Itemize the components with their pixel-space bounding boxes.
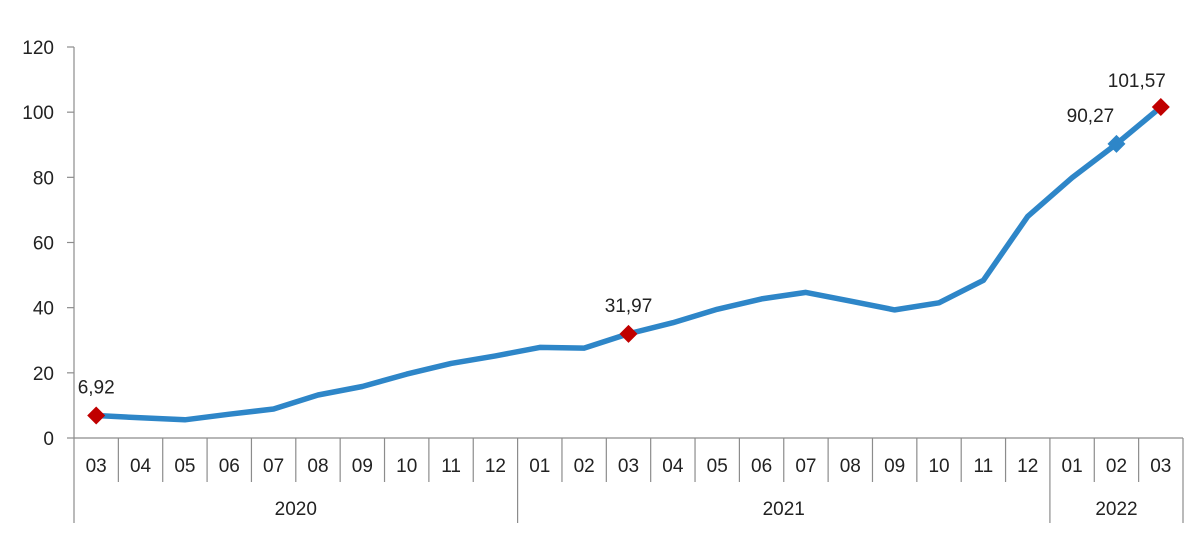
y-tick-label: 100 <box>22 103 54 124</box>
x-tick-label: 12 <box>1017 456 1038 477</box>
data-label: 90,27 <box>1067 106 1115 127</box>
x-tick-label: 03 <box>1150 456 1171 477</box>
x-tick-label: 04 <box>130 456 152 477</box>
x-tick-label: 03 <box>618 456 639 477</box>
chart-axes <box>74 47 1183 438</box>
x-tick-label: 02 <box>1106 456 1127 477</box>
x-tick-label: 04 <box>662 456 684 477</box>
x-tick-label: 06 <box>751 456 772 477</box>
x-tick-label: 03 <box>86 456 107 477</box>
year-label: 2021 <box>763 499 805 520</box>
y-tick-label: 0 <box>43 429 54 450</box>
data-label: 101,57 <box>1108 71 1166 92</box>
series-layer <box>96 107 1161 420</box>
y-tick-label: 40 <box>33 299 54 320</box>
year-group-labels: 2020 2021 2022 <box>74 482 1183 523</box>
x-tick-label: 10 <box>396 456 417 477</box>
x-tick-label: 01 <box>1062 456 1083 477</box>
x-axis-ticks: 03 04 05 06 07 08 09 10 11 12 01 02 03 04 05 06 07 08 09 10… <box>74 438 1183 482</box>
y-tick-label: 120 <box>22 38 54 59</box>
year-label: 2020 <box>275 499 317 520</box>
x-tick-label: 09 <box>352 456 373 477</box>
x-tick-label: 10 <box>928 456 949 477</box>
series-line <box>96 107 1161 420</box>
year-label: 2022 <box>1095 499 1137 520</box>
y-tick-label: 60 <box>33 234 54 255</box>
y-tick-label: 80 <box>33 168 54 189</box>
x-tick-label: 08 <box>840 456 861 477</box>
x-tick-label: 08 <box>307 456 328 477</box>
x-tick-label: 11 <box>441 456 461 477</box>
x-tick-label: 01 <box>529 456 550 477</box>
x-tick-label: 07 <box>263 456 284 477</box>
y-tick-label: 20 <box>33 364 54 385</box>
diamond-marker <box>87 406 105 424</box>
x-tick-label: 05 <box>174 456 195 477</box>
x-tick-label: 09 <box>884 456 905 477</box>
x-tick-label: 06 <box>219 456 240 477</box>
x-tick-label: 12 <box>485 456 506 477</box>
data-label: 31,97 <box>605 296 653 317</box>
x-tick-label: 11 <box>974 456 994 477</box>
x-tick-label: 07 <box>795 456 816 477</box>
x-tick-label: 02 <box>574 456 595 477</box>
diamond-marker <box>620 325 638 343</box>
data-label: 6,92 <box>78 377 115 398</box>
y-axis-ticks: 0 20 40 60 80 100 120 <box>22 38 74 450</box>
x-tick-label: 05 <box>707 456 728 477</box>
